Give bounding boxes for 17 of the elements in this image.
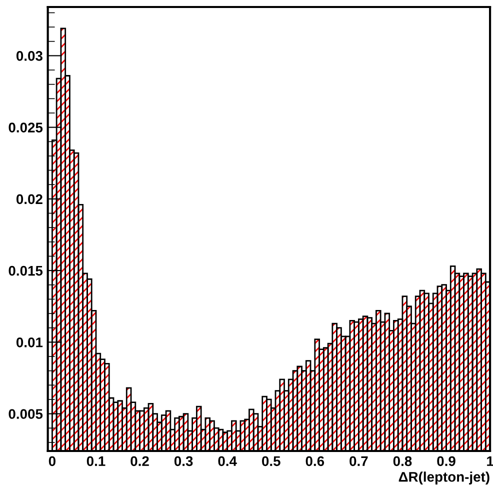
y-tick-label: 0.01 [16,337,43,348]
x-tick-label: 0.6 [306,456,324,466]
x-tick-label: 0.7 [350,456,368,466]
x-tick-label: 0.2 [130,456,149,466]
x-tick-label: 0.5 [262,456,280,466]
y-tick-label: 0.03 [16,51,42,61]
x-tick-label: 0.8 [393,456,412,466]
x-tick-label: 0.9 [437,456,456,466]
x-tick-label: 0.1 [86,456,106,466]
x-tick-label: 0.3 [174,456,193,466]
y-tick-label: 0.02 [16,194,42,204]
y-tick-label: 0.005 [8,409,43,419]
x-tick-label: 0 [48,456,56,466]
y-tick-label: 0.025 [8,122,43,132]
x-axis-title: ΔR(lepton-jet) [398,472,490,485]
x-tick-label: 0.4 [218,456,237,466]
y-tick-label: 0.015 [8,266,43,276]
